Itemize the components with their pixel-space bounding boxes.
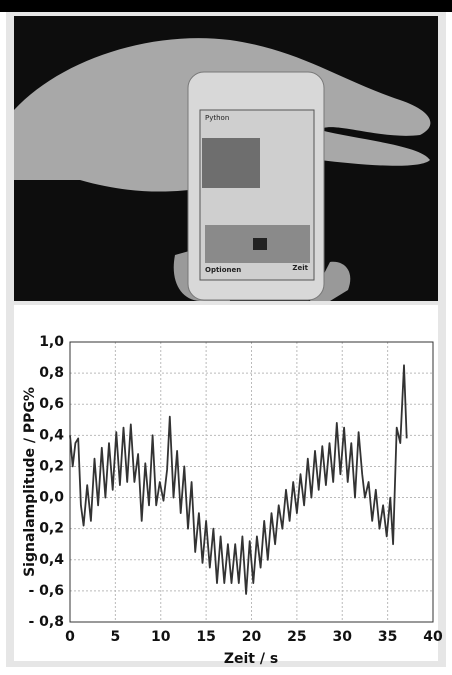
x-tick-label: 30 bbox=[333, 629, 353, 645]
x-tick-label: 25 bbox=[287, 629, 306, 645]
x-tick-label: 10 bbox=[151, 629, 171, 645]
y-tick-label: 1,0 bbox=[39, 334, 64, 350]
chart-bg bbox=[14, 305, 438, 661]
top-bar bbox=[0, 0, 452, 12]
y-tick-label: 0,2 bbox=[39, 521, 64, 537]
y-tick-label: 0,4 bbox=[39, 552, 64, 568]
y-axis-label: Signalamplitude / PPG% bbox=[22, 387, 38, 577]
phone-left: Optionen bbox=[205, 266, 241, 274]
page: Python Optionen Zeit Zeit / s Signalampl… bbox=[0, 0, 452, 675]
y-tick-label: 0,4 bbox=[39, 427, 64, 443]
photo: Python Optionen Zeit bbox=[14, 16, 438, 301]
x-tick-label: 0 bbox=[65, 629, 75, 645]
y-tick-label: 0,2 bbox=[39, 458, 64, 474]
y-tick-label: 0,6 bbox=[39, 396, 64, 412]
x-tick-label: 5 bbox=[111, 629, 121, 645]
y-tick-label: - 0,6 bbox=[29, 583, 65, 599]
phone-right: Zeit bbox=[292, 264, 308, 272]
x-axis-label: Zeit / s bbox=[224, 651, 278, 667]
y-tick-label: 0,0 bbox=[39, 490, 64, 506]
phone-button bbox=[253, 238, 267, 250]
y-tick-label: - 0,8 bbox=[29, 614, 65, 630]
x-tick-label: 15 bbox=[196, 629, 215, 645]
y-tick-label: 0,8 bbox=[39, 365, 64, 381]
x-tick-label: 40 bbox=[423, 629, 443, 645]
x-tick-label: 35 bbox=[378, 629, 397, 645]
phone-title: Python bbox=[205, 114, 229, 122]
x-tick-label: 20 bbox=[242, 629, 262, 645]
phone-image bbox=[202, 138, 260, 188]
